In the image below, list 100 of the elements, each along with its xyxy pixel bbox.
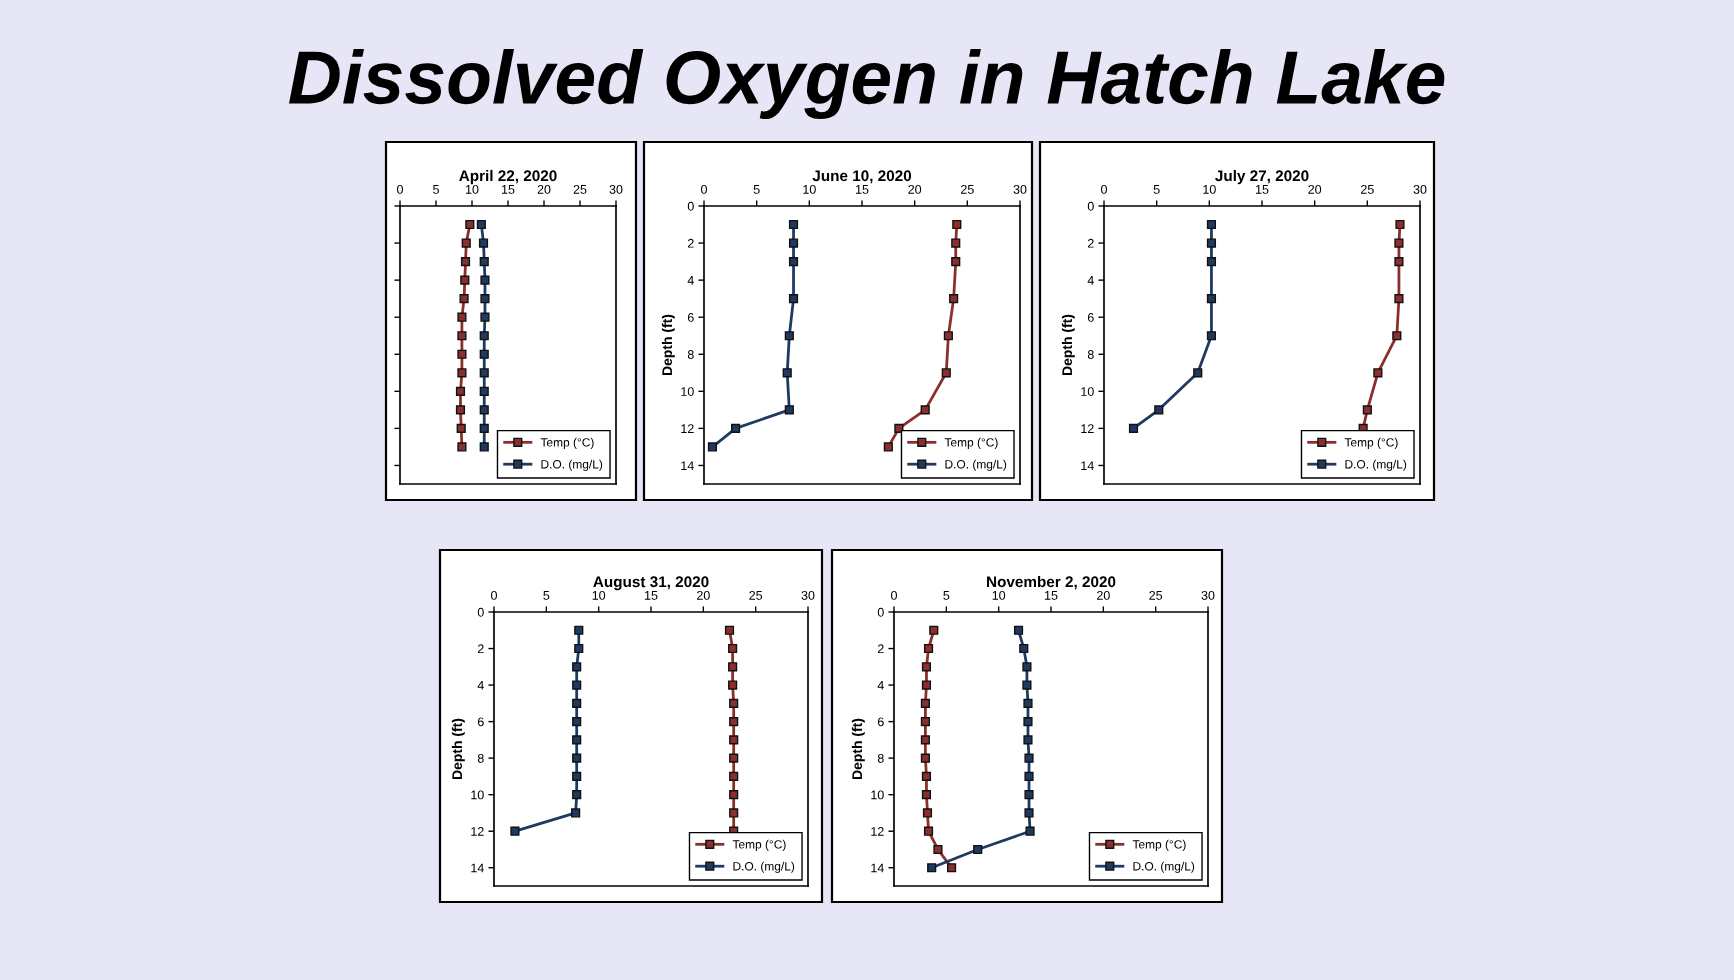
point — [923, 643, 934, 654]
point — [459, 294, 469, 304]
point — [457, 331, 467, 341]
point — [951, 257, 961, 267]
point — [894, 423, 904, 433]
point — [476, 219, 486, 230]
point — [1023, 717, 1033, 727]
point — [920, 698, 930, 708]
point — [1394, 294, 1404, 304]
point — [952, 219, 962, 230]
point — [921, 680, 932, 690]
point — [456, 423, 466, 433]
point — [479, 349, 489, 359]
point — [572, 680, 582, 690]
point — [922, 808, 933, 818]
point — [460, 275, 470, 285]
point — [1395, 219, 1405, 230]
point — [923, 826, 934, 836]
point — [1013, 625, 1024, 635]
point — [457, 312, 467, 322]
point — [1154, 405, 1164, 415]
point — [1023, 698, 1033, 708]
point — [920, 735, 930, 745]
point — [729, 790, 739, 800]
point — [920, 717, 930, 727]
point — [460, 257, 471, 267]
point — [572, 662, 582, 672]
point — [479, 331, 489, 341]
point — [1193, 368, 1203, 378]
point — [920, 405, 930, 415]
point — [949, 294, 959, 304]
point — [479, 442, 489, 452]
point — [921, 790, 932, 800]
point — [788, 294, 799, 304]
point — [572, 717, 582, 727]
point — [921, 662, 932, 672]
point — [510, 826, 520, 836]
point — [788, 257, 799, 267]
point — [883, 442, 893, 452]
point — [455, 386, 466, 396]
point — [782, 368, 792, 378]
point — [729, 735, 739, 745]
point — [973, 844, 983, 855]
point — [1128, 423, 1139, 433]
point — [480, 312, 490, 322]
point — [1206, 219, 1217, 230]
point — [929, 625, 939, 635]
point — [480, 275, 490, 285]
point — [572, 735, 582, 745]
point — [1022, 680, 1032, 690]
point — [728, 643, 738, 654]
text: Dissolved Oxygen in Hatch Lake — [289, 49, 1445, 119]
point — [1373, 368, 1383, 378]
point — [572, 698, 582, 708]
point — [1362, 405, 1372, 415]
point — [572, 790, 582, 800]
point — [1206, 331, 1217, 341]
point — [788, 238, 799, 248]
point — [729, 717, 739, 727]
point — [1024, 753, 1034, 763]
point — [457, 442, 467, 452]
point — [707, 442, 718, 452]
point — [1394, 257, 1404, 267]
point — [479, 423, 489, 433]
point — [1025, 826, 1035, 836]
point — [574, 643, 584, 654]
point — [731, 423, 741, 433]
point — [457, 349, 467, 359]
point — [480, 294, 490, 304]
point — [943, 331, 953, 341]
point — [951, 238, 961, 248]
point — [1023, 735, 1033, 745]
point — [927, 863, 937, 873]
point — [479, 386, 489, 396]
point — [479, 405, 489, 415]
point — [572, 771, 582, 781]
point — [784, 331, 794, 341]
point — [920, 753, 930, 763]
point — [571, 808, 581, 818]
point — [457, 368, 467, 378]
point — [921, 771, 932, 781]
point — [788, 219, 799, 230]
point — [465, 219, 475, 230]
point — [1022, 662, 1032, 672]
point — [461, 238, 471, 248]
point — [1206, 238, 1217, 248]
point — [1024, 790, 1034, 800]
point — [941, 368, 951, 378]
point — [455, 405, 466, 415]
point — [1024, 771, 1034, 781]
point — [946, 863, 957, 873]
point — [728, 680, 738, 690]
point — [729, 753, 739, 763]
point — [479, 368, 489, 378]
point — [1206, 257, 1217, 267]
point — [933, 844, 943, 855]
point — [729, 808, 739, 818]
point — [729, 771, 739, 781]
point — [1394, 238, 1404, 248]
point — [1206, 294, 1217, 304]
